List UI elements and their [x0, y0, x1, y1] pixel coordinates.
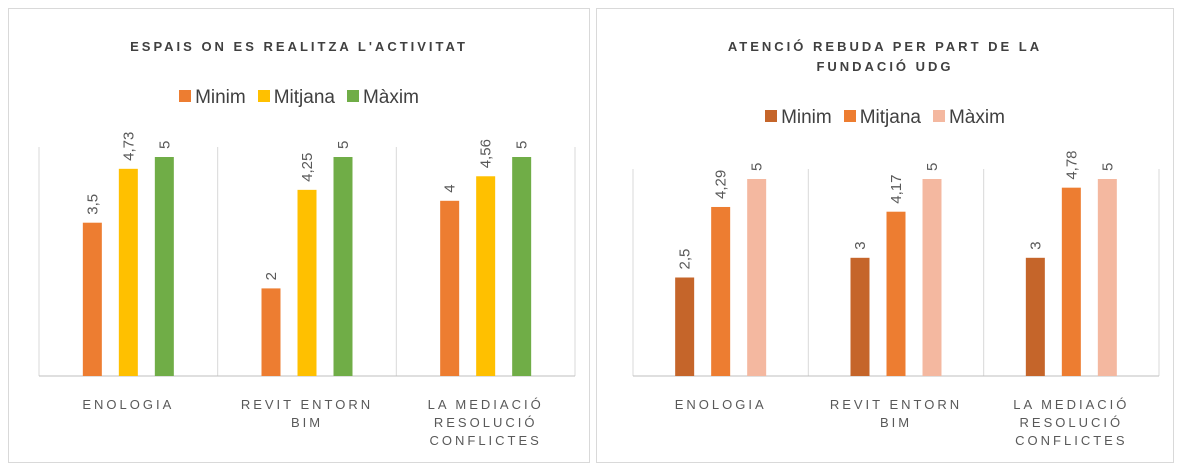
bar [850, 257, 870, 376]
data-label: 5 [514, 141, 531, 149]
bar [297, 189, 317, 376]
data-label: 4 [442, 184, 459, 192]
chart-panel-atencio: ATENCIÓ REBUDA PER PART DE LA FUNDACIÓ U… [596, 8, 1174, 463]
bar [261, 288, 281, 376]
bar-chart-espais: 3,5 4,73 5 ENOLOGIA 2 4,25 5 REVIT ENTORN BIM 4 4,… [38, 132, 576, 448]
legend-swatch [932, 110, 945, 122]
legend-label: Minim [195, 87, 246, 108]
bar [1097, 179, 1117, 376]
chart-legend: Minim Mitjana Màxim [597, 107, 1173, 129]
bar [82, 222, 102, 376]
data-label: 4,17 [888, 174, 905, 203]
bar [512, 157, 532, 376]
category-label: BIM [880, 415, 912, 430]
data-label: 4,56 [478, 139, 495, 168]
legend-item-0: Minim [179, 87, 246, 109]
data-label: 5 [924, 163, 941, 171]
legend-item-0: Minim [765, 107, 832, 129]
data-label: 5 [1099, 163, 1116, 171]
chart-title: ATENCIÓ REBUDA PER PART DE LA FUNDACIÓ U… [727, 39, 1043, 74]
data-label: 5 [156, 141, 173, 149]
data-label: 3,5 [84, 194, 101, 215]
legend-swatch [843, 110, 856, 122]
data-label: 2 [263, 272, 280, 280]
category-label: RESOLUCIÓ [1020, 415, 1124, 430]
category-label: RESOLUCIÓ [434, 415, 538, 430]
legend-item-2: Màxim [346, 87, 419, 109]
chart-title: ESPAIS ON ES REALITZA L'ACTIVITAT [130, 39, 468, 54]
chart-legend: Minim Mitjana Màxim [9, 87, 589, 109]
data-label: 4,78 [1063, 150, 1080, 179]
legend-swatch [765, 110, 778, 122]
bar [333, 157, 353, 376]
legend-label: Minim [781, 107, 832, 128]
legend-item-2: Màxim [932, 107, 1005, 129]
legend-item-1: Mitjana [843, 107, 921, 129]
legend-item-1: Mitjana [257, 87, 335, 109]
category-label: LA MEDIACIÓ [1013, 397, 1129, 412]
bar [1025, 257, 1045, 376]
category-label: CONFLICTES [429, 433, 541, 448]
bar [922, 179, 942, 376]
category-label: CONFLICTES [1015, 433, 1127, 448]
data-label: 4,73 [120, 132, 137, 161]
bar [118, 168, 138, 376]
category-label: LA MEDIACIÓ [428, 397, 544, 412]
bar [886, 211, 906, 376]
bar [747, 179, 767, 376]
category-label: BIM [291, 415, 323, 430]
bar [440, 200, 460, 376]
bar [1061, 187, 1081, 376]
category-label: REVIT ENTORN [830, 397, 962, 412]
category-label: ENOLOGIA [675, 397, 767, 412]
legend-swatch [346, 90, 359, 102]
legend-label: Mitjana [859, 107, 921, 128]
legend-label: Mitjana [273, 87, 335, 108]
bar [711, 206, 731, 376]
bar [675, 277, 695, 376]
data-label: 4,25 [299, 153, 316, 182]
data-label: 3 [1027, 241, 1044, 249]
bar [476, 176, 496, 376]
category-label: ENOLOGIA [82, 397, 174, 412]
bar [154, 157, 174, 376]
data-label: 5 [335, 141, 352, 149]
category-label: REVIT ENTORN [241, 397, 373, 412]
data-label: 5 [749, 163, 766, 171]
legend-label: Màxim [362, 87, 419, 108]
data-label: 4,29 [713, 170, 730, 199]
legend-label: Màxim [948, 107, 1005, 128]
data-label: 2,5 [677, 249, 694, 270]
legend-swatch [179, 90, 192, 102]
chart-panel-espais: ESPAIS ON ES REALITZA L'ACTIVITAT Minim M… [8, 8, 590, 463]
data-label: 3 [852, 241, 869, 249]
legend-swatch [257, 90, 270, 102]
bar-chart-atencio: 2,5 4,29 5 ENOLOGIA 3 4,17 5 REVIT ENTORN BIM 3 4,… [632, 150, 1160, 448]
